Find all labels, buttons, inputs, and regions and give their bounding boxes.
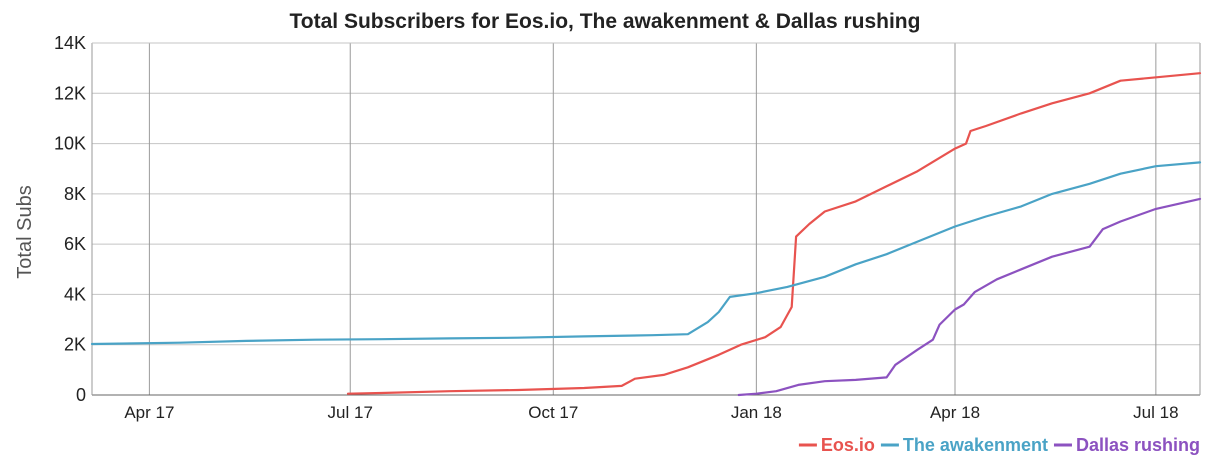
y-tick-label: 12K bbox=[54, 83, 86, 103]
series-line-dallas-rushing bbox=[737, 197, 1202, 397]
grid bbox=[91, 42, 1201, 396]
legend-label: The awakenment bbox=[903, 435, 1048, 455]
legend: Dallas rushing The awakenment Eos.io bbox=[798, 435, 1200, 455]
series-line-the-awakenment bbox=[90, 161, 1202, 346]
series-lines bbox=[90, 72, 1202, 397]
x-tick-label: Apr 17 bbox=[124, 403, 174, 422]
series-line-eos-io bbox=[346, 72, 1202, 395]
x-tick-label: Jan 18 bbox=[731, 403, 782, 422]
legend-label: Eos.io bbox=[821, 435, 875, 455]
y-tick-label: 14K bbox=[54, 33, 86, 53]
x-axis-ticks: Apr 17 Jul 17 Oct 17 Jan 18 Apr 18 Jul 18 bbox=[124, 403, 1178, 422]
y-axis-ticks: 0 2K 4K 6K 8K 10K 12K 14K bbox=[54, 33, 86, 405]
x-tick-label: Jul 17 bbox=[328, 403, 373, 422]
legend-label: Dallas rushing bbox=[1076, 435, 1200, 455]
chart-title: Total Subscribers for Eos.io, The awaken… bbox=[290, 10, 921, 33]
legend-item: The awakenment bbox=[880, 435, 1048, 455]
y-tick-label: 2K bbox=[64, 335, 86, 355]
y-tick-label: 0 bbox=[76, 385, 86, 405]
legend-item: Eos.io bbox=[798, 435, 875, 455]
legend-item: Dallas rushing bbox=[1053, 435, 1200, 455]
y-tick-label: 6K bbox=[64, 234, 86, 254]
y-tick-label: 8K bbox=[64, 184, 86, 204]
x-tick-label: Oct 17 bbox=[528, 403, 578, 422]
y-tick-label: 4K bbox=[64, 284, 86, 304]
y-axis-label: Total Subs bbox=[14, 185, 36, 278]
y-tick-label: 10K bbox=[54, 134, 86, 154]
x-tick-label: Apr 18 bbox=[930, 403, 980, 422]
x-tick-label: Jul 18 bbox=[1133, 403, 1178, 422]
